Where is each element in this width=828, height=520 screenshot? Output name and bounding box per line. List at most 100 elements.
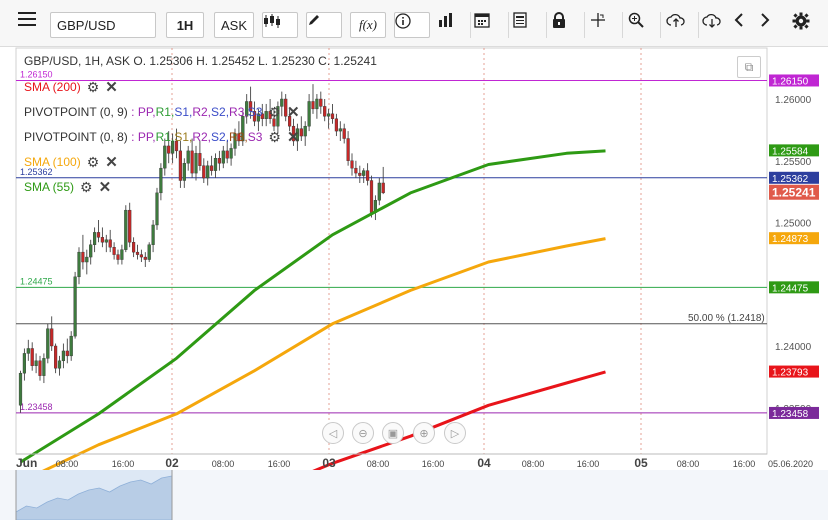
calendar-button[interactable] [474, 12, 502, 38]
toolbar-separator [470, 12, 471, 38]
pivot-part: : PP, [131, 105, 156, 119]
candle-body [338, 128, 342, 132]
timeframe-label: 1H [176, 17, 194, 33]
close-icon[interactable]: ✕ [105, 79, 118, 96]
candle-body [50, 328, 54, 347]
close-icon[interactable]: ✕ [286, 104, 300, 121]
x-tick-label: 02 [165, 456, 179, 470]
candle-body [280, 98, 284, 107]
price-tag-label: 1.26150 [772, 76, 809, 87]
x-tick-label: 08:00 [677, 459, 700, 469]
nav-zoom-in-button[interactable]: ⊕ [413, 422, 435, 444]
candle-body [85, 256, 89, 263]
close-icon[interactable]: ✕ [286, 129, 300, 146]
gear-icon[interactable]: ⚙ [268, 128, 281, 145]
indicator-pivot-8[interactable]: PIVOTPOINT (0, 8) : PP, R1, S1, R2, S2, … [24, 128, 300, 147]
cloud-download-button[interactable] [702, 12, 730, 38]
close-icon[interactable]: ✕ [98, 179, 112, 196]
candle-body [65, 350, 69, 357]
gear-icon[interactable]: ⚙ [268, 103, 281, 120]
settings-button[interactable] [792, 12, 818, 38]
candle-body [264, 111, 268, 119]
pivot-part: S3 [247, 105, 263, 119]
candle-body [73, 276, 77, 337]
snapshot-icon[interactable]: ⧉ [737, 56, 761, 78]
scroll-left-button[interactable] [734, 12, 756, 38]
candle-body [377, 182, 381, 201]
x-tick-label: 08:00 [212, 459, 235, 469]
bar-chart-button[interactable] [438, 12, 464, 38]
candle-body [217, 158, 221, 164]
close-icon[interactable]: ✕ [105, 154, 118, 171]
nav-reset-button[interactable]: ▣ [382, 422, 404, 444]
candle-body [233, 133, 237, 149]
candle-body [159, 167, 163, 194]
symbol-input[interactable]: GBP/USD [50, 12, 156, 38]
gear-icon[interactable]: ⚙ [80, 178, 93, 195]
candle-body [100, 237, 104, 243]
candle-body [323, 106, 327, 117]
nav-forward-button[interactable]: ▷ [444, 422, 466, 444]
nav-zoom-out-button[interactable]: ⊖ [352, 422, 374, 444]
cloud-upload-icon [666, 13, 685, 27]
candle-body [346, 138, 350, 161]
candle-body [284, 98, 288, 117]
nav-rewind-button[interactable]: ◁ [322, 422, 344, 444]
candle-body [256, 113, 260, 122]
indicator-sma100[interactable]: SMA (100) ⚙ ✕ [24, 153, 118, 172]
timeframe-button[interactable]: 1H [166, 12, 204, 38]
toolbar-separator [622, 12, 623, 38]
candle-body [22, 353, 26, 374]
candle-body [245, 101, 249, 117]
scroll-right-button[interactable] [760, 12, 782, 38]
candlestick-icon [264, 14, 280, 28]
indicator-pivot-9[interactable]: PIVOTPOINT (0, 9) : PP, R1, S1, R2, S2, … [24, 103, 300, 122]
candle-body [38, 360, 42, 376]
candle-body [369, 180, 374, 213]
gear-icon[interactable]: ⚙ [86, 78, 100, 95]
hamburger-icon[interactable] [18, 12, 44, 38]
gear-icon[interactable]: ⚙ [86, 153, 100, 170]
candle-body [96, 232, 101, 238]
pivot-part: R3, [229, 105, 248, 119]
sma-line [19, 237, 606, 484]
x-tick-label: 04 [477, 456, 491, 470]
x-tick-label: 08:00 [522, 459, 545, 469]
info-button[interactable] [394, 12, 430, 38]
candle-body [151, 224, 155, 245]
sma-line [292, 370, 606, 481]
indicator-sma200[interactable]: SMA (200) ⚙ ✕ [24, 78, 118, 97]
zoom-button[interactable] [628, 12, 654, 38]
x-tick-label: 16:00 [577, 459, 600, 469]
price-type-button[interactable]: ASK [214, 12, 254, 38]
pivot-part: R1, [155, 105, 175, 119]
candle-body [330, 113, 335, 119]
level-label: 1.24475 [20, 276, 53, 286]
function-button[interactable]: f(x) [350, 12, 386, 38]
crosshair-icon [591, 13, 605, 27]
news-button[interactable] [512, 12, 540, 38]
indicator-label: SMA (100) [24, 155, 81, 169]
level-label: 1.23458 [20, 402, 53, 412]
crosshair-button[interactable] [590, 12, 616, 38]
pivot-part: S2, [211, 130, 230, 144]
ohlc-readout: GBP/USD, 1H, ASK O. 1.25306 H. 1.25452 L… [24, 54, 377, 68]
draw-button[interactable] [306, 12, 342, 38]
x-tick-label: 16:00 [112, 459, 135, 469]
candle-body [288, 116, 292, 127]
candlestick-button[interactable] [262, 12, 298, 38]
candle-body [366, 170, 370, 181]
price-tag-label: 1.23458 [772, 409, 809, 420]
price-tag [769, 171, 819, 184]
function-icon: f(x) [358, 17, 378, 32]
x-tick-label: 16:00 [733, 459, 756, 469]
cloud-upload-button[interactable] [666, 12, 694, 38]
price-tag [769, 406, 819, 419]
lock-icon [553, 12, 565, 28]
candle-body [167, 145, 171, 154]
candle-body [34, 360, 38, 366]
candle-body [178, 150, 182, 181]
indicator-sma55[interactable]: SMA (55) ⚙ ✕ [24, 178, 112, 197]
lock-button[interactable] [552, 12, 578, 38]
